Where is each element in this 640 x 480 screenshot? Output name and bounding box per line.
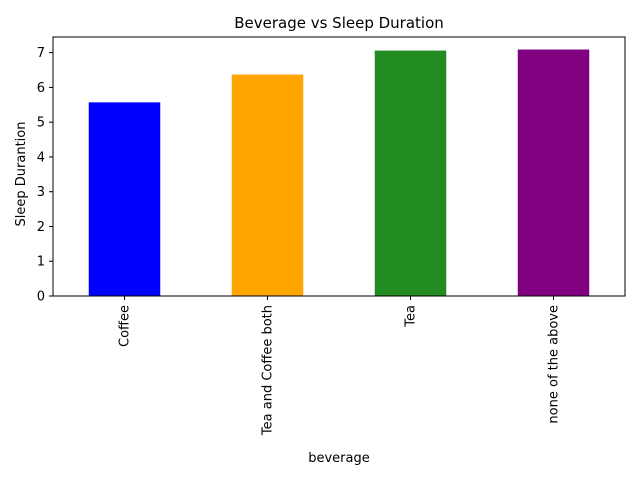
y-tick-label: 3 [37,185,45,200]
bar-2 [374,50,447,297]
y-tick-label: 5 [37,116,45,131]
x-tick-label: none of the above [547,305,562,424]
axes-frame [52,36,626,297]
y-tick-label: 2 [37,220,45,235]
bar-1 [231,74,304,296]
y-tick-label: 6 [37,81,45,96]
y-tick-label: 1 [37,255,45,270]
y-tick-label: 0 [37,290,45,305]
x-axis-ticks: Coffee Tea and Coffee both Tea none of the … [118,296,562,436]
y-tick-label: 7 [37,46,45,61]
chart-title: Beverage vs Sleep Duration [234,14,444,32]
bars [88,49,590,297]
x-tick-label: Tea [404,305,419,328]
x-axis-title: beverage [308,451,370,466]
y-axis-ticks: 0 1 2 3 4 5 6 7 [37,46,53,305]
bar-3 [517,49,590,296]
x-tick-label: Tea and Coffee both [261,305,276,436]
bar-0 [88,102,161,296]
y-axis-title: Sleep Durantion [14,122,29,227]
x-tick-label: Coffee [118,305,133,347]
y-tick-label: 4 [37,150,45,165]
